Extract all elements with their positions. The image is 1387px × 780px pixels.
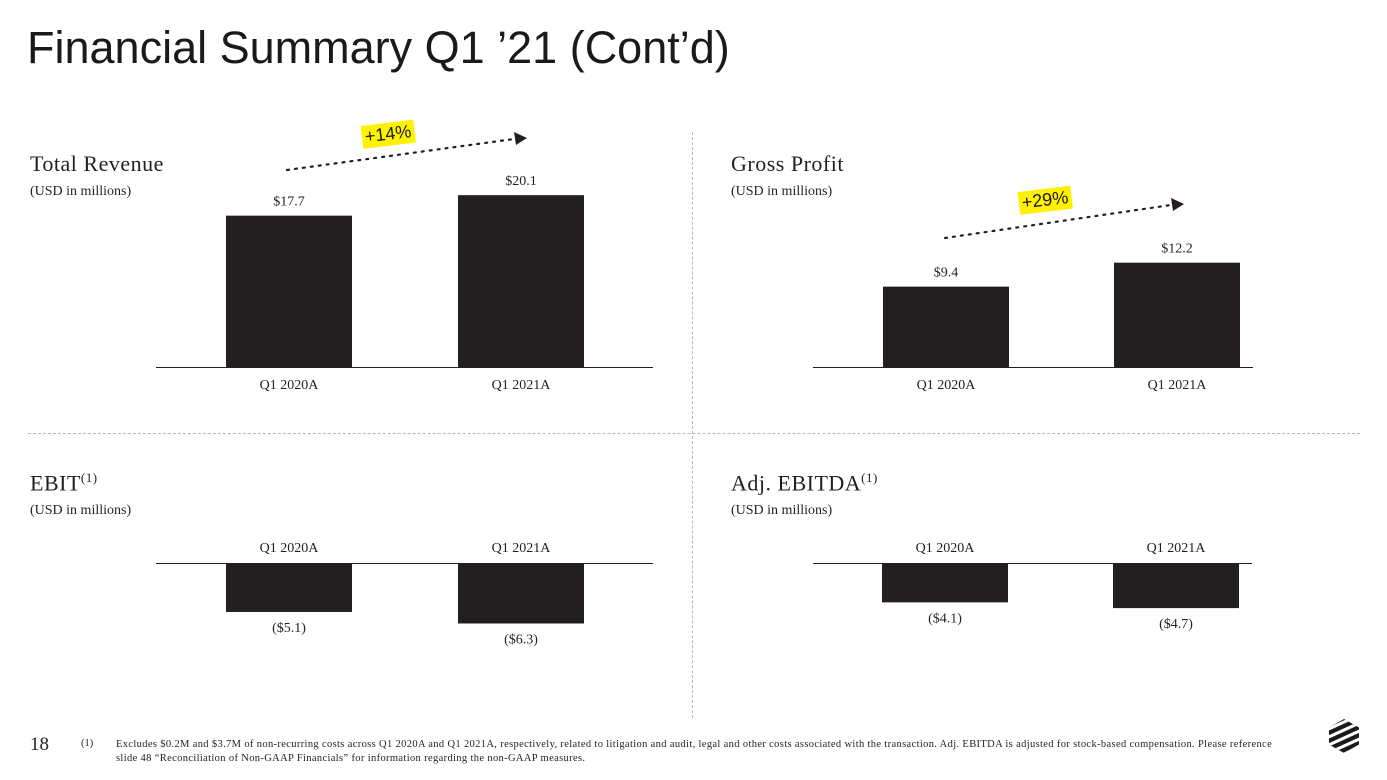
gross-profit-bar-1: [883, 286, 1009, 367]
revenue-panel-title: Total Revenue: [30, 151, 164, 177]
footnote-marker: (1): [81, 738, 94, 749]
ebitda-category-label-2: Q1 2021A: [1147, 541, 1207, 556]
gross-profit-panel-subtitle: (USD in millions): [731, 184, 833, 199]
ebitda-panel-subtitle: (USD in millions): [731, 503, 833, 518]
company-logo-icon: [1329, 719, 1359, 753]
ebit-value-label-2: ($6.3): [504, 632, 538, 647]
ebit-panel-subtitle: (USD in millions): [30, 503, 132, 518]
revenue-category-label-2: Q1 2021A: [492, 378, 552, 393]
ebit-panel-title: EBIT(1): [30, 470, 98, 496]
ebitda-title-text: Adj. EBITDA: [731, 470, 862, 496]
ebit-title-text: EBIT: [30, 470, 81, 496]
ebitda-title-footnote-ref: (1): [861, 470, 878, 485]
ebit-bar-2: [458, 563, 584, 624]
gross-profit-growth-arrowhead-icon: [1171, 198, 1184, 211]
revenue-growth-arrow-line: [285, 137, 516, 172]
revenue-growth-arrowhead-icon: [514, 132, 527, 145]
vertical-divider: [692, 132, 693, 718]
revenue-bar-1: [226, 215, 352, 367]
gross-profit-growth-arrow-line: [943, 203, 1173, 240]
gross-profit-category-label-2: Q1 2021A: [1148, 378, 1208, 393]
gross-profit-title-text: Gross Profit: [731, 151, 844, 176]
horizontal-divider: [28, 433, 1360, 434]
gross-profit-category-label-1: Q1 2020A: [917, 378, 977, 393]
ebit-value-label-1: ($5.1): [272, 621, 306, 636]
ebit-category-label-2: Q1 2021A: [492, 541, 552, 556]
revenue-title-text: Total Revenue: [30, 151, 164, 176]
page-number: 18: [30, 734, 49, 755]
footnote-text: Excludes $0.2M and $3.7M of non-recurrin…: [116, 739, 1273, 764]
gross-profit-value-label-2: $12.2: [1161, 242, 1193, 257]
ebit-category-label-1: Q1 2020A: [260, 541, 320, 556]
revenue-panel-subtitle: (USD in millions): [30, 184, 132, 199]
gross-profit-bar-2: [1114, 262, 1240, 367]
ebitda-value-label-2: ($4.7): [1159, 617, 1193, 632]
ebitda-bar-1: [882, 563, 1008, 603]
ebit-bar-1: [226, 563, 352, 612]
ebitda-panel-title: Adj. EBITDA(1): [731, 470, 878, 496]
gross-profit-panel-title: Gross Profit: [731, 151, 844, 177]
ebitda-value-label-1: ($4.1): [928, 611, 962, 626]
gross-profit-value-label-1: $9.4: [934, 266, 959, 281]
ebit-title-footnote-ref: (1): [80, 470, 98, 485]
revenue-value-label-1: $17.7: [273, 195, 305, 210]
ebitda-category-label-1: Q1 2020A: [916, 541, 976, 556]
page-title: Financial Summary Q1 ’21 (Cont’d): [27, 22, 730, 73]
revenue-value-label-2: $20.1: [505, 174, 537, 189]
revenue-category-label-1: Q1 2020A: [260, 378, 320, 393]
revenue-bar-2: [458, 195, 584, 367]
ebitda-bar-2: [1113, 563, 1239, 609]
